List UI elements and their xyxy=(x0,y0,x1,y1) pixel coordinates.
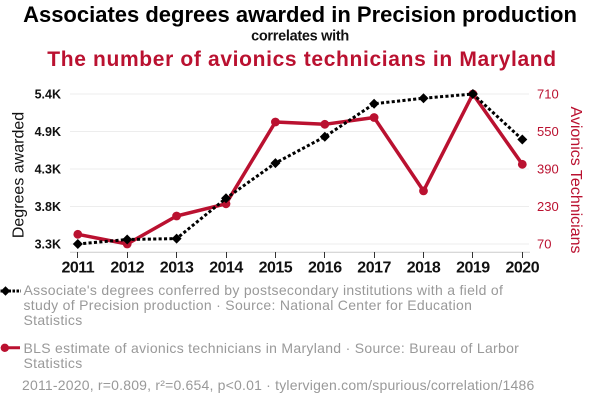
svg-text:230: 230 xyxy=(537,199,559,214)
svg-text:Associates degrees awarded in: Associates degrees awarded in Precision … xyxy=(23,2,577,27)
svg-text:2013: 2013 xyxy=(160,260,194,277)
svg-text:2011: 2011 xyxy=(61,260,94,277)
svg-text:2016: 2016 xyxy=(308,260,342,277)
svg-text:study of Precision production: study of Precision production · Source: … xyxy=(24,297,473,313)
svg-text:70: 70 xyxy=(537,237,551,252)
svg-text:550: 550 xyxy=(537,124,559,139)
svg-text:2019: 2019 xyxy=(456,260,490,277)
svg-text:390: 390 xyxy=(537,162,559,177)
svg-text:2012: 2012 xyxy=(110,260,144,277)
svg-text:Associate's degrees conferred: Associate's degrees conferred by postsec… xyxy=(24,282,504,298)
svg-text:2015: 2015 xyxy=(259,260,293,277)
svg-text:4.3K: 4.3K xyxy=(35,163,61,177)
svg-text:2014: 2014 xyxy=(209,260,243,277)
svg-text:The number of avionics technic: The number of avionics technicians in Ma… xyxy=(47,48,557,71)
svg-text:710: 710 xyxy=(537,87,559,102)
svg-text:Statistics: Statistics xyxy=(24,355,83,371)
svg-text:2020: 2020 xyxy=(506,260,540,277)
svg-text:2017: 2017 xyxy=(357,260,391,277)
svg-text:Degrees awarded: Degrees awarded xyxy=(11,112,28,238)
svg-text:correlates with: correlates with xyxy=(251,29,349,45)
svg-text:5.4K: 5.4K xyxy=(35,88,61,102)
svg-text:2011-2020, r=0.809, r²=0.654,: 2011-2020, r=0.809, r²=0.654, p<0.01 · t… xyxy=(22,377,534,393)
svg-text:4.9K: 4.9K xyxy=(35,125,61,139)
svg-text:2018: 2018 xyxy=(407,260,441,277)
svg-text:Avionics Technicians: Avionics Technicians xyxy=(567,106,584,253)
svg-text:Statistics: Statistics xyxy=(24,312,83,328)
svg-text:BLS estimate of avionics techn: BLS estimate of avionics technicians in … xyxy=(24,340,520,356)
svg-text:3.8K: 3.8K xyxy=(35,200,61,214)
svg-text:3.3K: 3.3K xyxy=(35,238,61,252)
